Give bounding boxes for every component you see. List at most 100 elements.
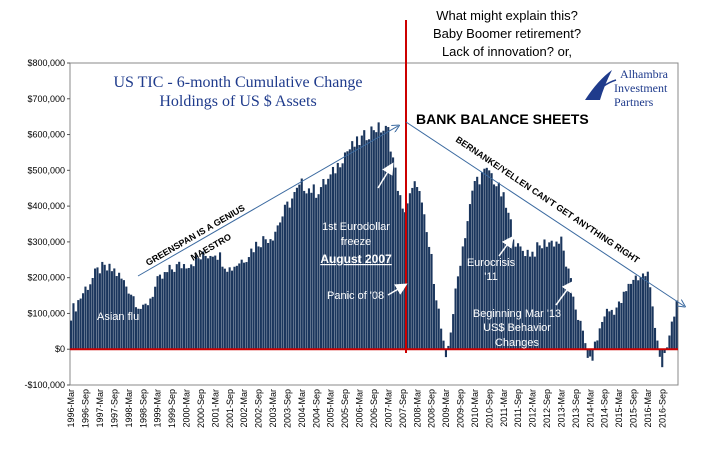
bar	[541, 248, 544, 350]
bar	[286, 201, 289, 350]
bar	[565, 266, 568, 350]
bar	[331, 166, 335, 350]
bar	[668, 335, 671, 350]
beginning-arrow	[555, 280, 574, 306]
bar	[497, 182, 500, 350]
bar	[456, 276, 460, 350]
bar	[389, 151, 392, 350]
bar	[91, 277, 94, 350]
bar	[303, 190, 306, 350]
bar	[485, 167, 488, 350]
bar	[396, 190, 399, 350]
x-tick-label: 1999-Sep	[167, 389, 177, 428]
x-tick-label: 2013-Mar	[556, 389, 566, 428]
bar	[560, 236, 563, 350]
y-tick-label: $600,000	[27, 130, 65, 140]
x-tick-label: 2007-Mar	[383, 389, 393, 428]
bar	[122, 280, 125, 350]
bar	[329, 174, 332, 350]
bar	[473, 181, 476, 350]
bar	[399, 195, 402, 350]
bar	[454, 288, 457, 350]
bar	[161, 278, 164, 350]
bar	[430, 253, 433, 350]
bar	[651, 306, 654, 350]
eurocrisis-label-2: '11	[484, 271, 498, 283]
bar	[492, 184, 496, 350]
bar	[380, 132, 383, 350]
bar	[610, 309, 613, 350]
bar	[425, 232, 428, 350]
bar	[151, 296, 154, 350]
bar	[279, 222, 282, 350]
bar	[637, 280, 640, 350]
bar	[488, 170, 491, 350]
bar	[166, 272, 169, 350]
bar	[190, 264, 193, 350]
units-label: millions of $s	[76, 369, 129, 379]
bar	[613, 314, 616, 350]
bar	[96, 267, 99, 350]
bar	[420, 202, 423, 350]
bar	[343, 152, 347, 350]
bar	[644, 276, 647, 350]
x-tick-label: 2014-Mar	[585, 389, 595, 428]
greenspan-trend-arrow	[137, 126, 398, 277]
y-tick-label: $800,000	[27, 58, 65, 68]
bar	[512, 239, 515, 350]
bar	[584, 343, 587, 350]
bar	[127, 293, 130, 350]
bar	[447, 345, 450, 350]
bar	[98, 273, 101, 350]
x-tick-label: 1997-Sep	[109, 389, 119, 428]
x-tick-label: 2015-Sep	[629, 389, 639, 428]
x-tick-label: 2001-Sep	[225, 389, 235, 428]
panic-arrow	[387, 283, 408, 296]
beginning-label-3: Changes	[495, 337, 540, 349]
bar	[603, 316, 606, 350]
x-tick-label: 2014-Sep	[600, 389, 610, 428]
august-2007-label: August 2007	[320, 252, 392, 266]
bar	[204, 255, 207, 350]
x-tick-label: 2002-Mar	[239, 389, 249, 428]
bar	[620, 303, 623, 350]
logo-line-2: Investment	[614, 81, 668, 95]
bar	[281, 216, 284, 350]
bar	[440, 328, 443, 350]
x-tick-label: 2008-Mar	[412, 389, 422, 428]
x-tick-label: 2001-Mar	[210, 389, 220, 428]
eurocrisis-label-1: Eurocrisis	[467, 257, 516, 269]
y-tick-label: $0	[55, 344, 65, 354]
bar	[384, 125, 387, 350]
bar	[581, 330, 584, 350]
bar	[543, 239, 546, 350]
bar	[658, 349, 661, 357]
bar	[247, 257, 250, 350]
bar	[646, 271, 649, 350]
bar	[156, 276, 159, 350]
bar	[238, 263, 241, 350]
bar	[442, 340, 445, 350]
bar	[89, 284, 92, 350]
bar	[233, 266, 236, 350]
bar	[180, 268, 183, 350]
bar	[452, 314, 455, 350]
bar	[490, 173, 493, 350]
x-tick-label: 2008-Sep	[427, 389, 437, 428]
bar	[341, 163, 344, 350]
bar	[324, 184, 327, 350]
bar	[413, 181, 416, 350]
bar	[142, 304, 145, 350]
y-tick-label: -$100,000	[24, 380, 65, 390]
bar	[423, 214, 426, 350]
bar	[358, 145, 361, 350]
bar	[115, 276, 118, 350]
bar	[670, 321, 673, 350]
bar	[327, 178, 330, 350]
bar	[240, 259, 243, 350]
bar	[500, 196, 503, 350]
bar	[339, 167, 342, 350]
question-line-2: Baby Boomer retirement?	[433, 26, 581, 41]
bar	[72, 303, 75, 350]
x-tick-label: 2016-Mar	[643, 389, 653, 428]
